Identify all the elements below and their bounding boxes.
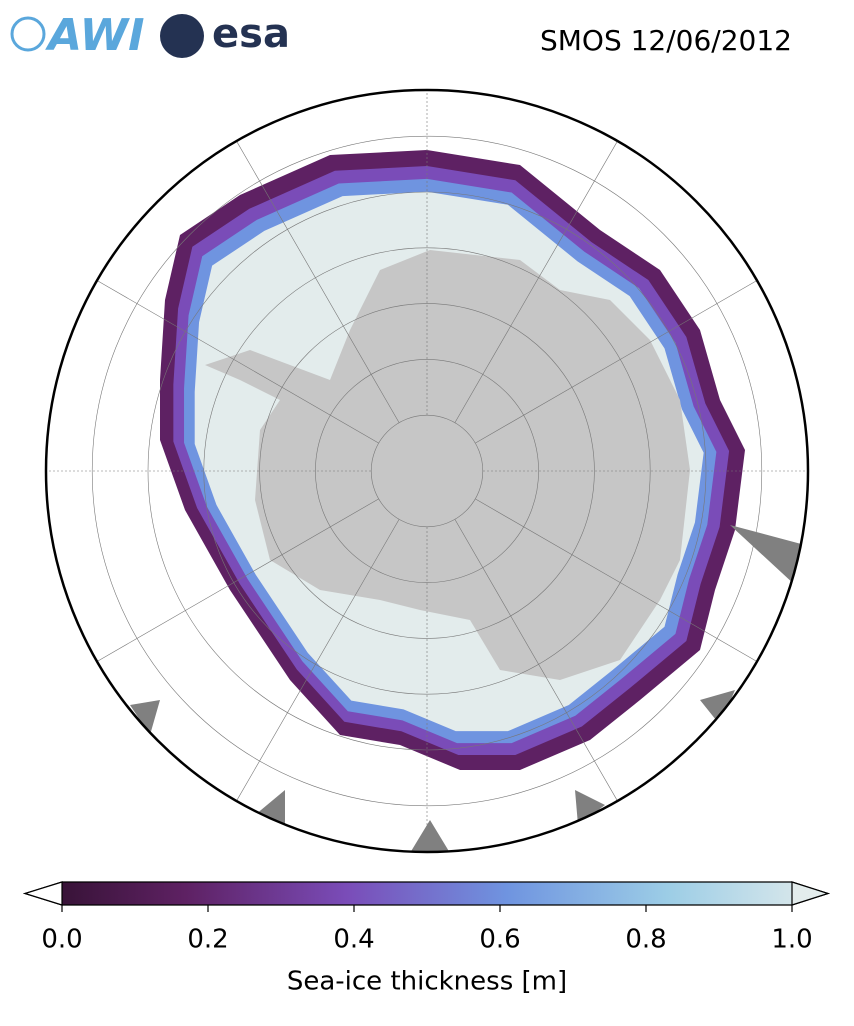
- map: [46, 90, 808, 852]
- meridian: [96, 280, 379, 444]
- colorbar-tick-label: 0.6: [479, 925, 520, 955]
- meridian: [475, 498, 758, 662]
- awi-logo: AWI: [45, 10, 145, 61]
- colorbar-tick-label: 0.0: [41, 925, 82, 955]
- esa-logo: esa: [212, 11, 290, 57]
- meridian: [96, 498, 379, 662]
- colorbar-label: Sea-ice thickness [m]: [287, 967, 567, 997]
- meridian: [454, 519, 618, 802]
- title: SMOS 12/06/2012: [540, 24, 792, 57]
- colorbar: [22, 881, 830, 906]
- antarctica: [205, 250, 690, 680]
- colorbar-extend-high: [791, 881, 830, 906]
- latitude-circle: [370, 414, 484, 528]
- latitude-circle: [259, 303, 595, 639]
- latitude-circle: [315, 359, 539, 583]
- latitude-circle: [91, 135, 763, 807]
- esa-logo-mark: [160, 14, 204, 58]
- colorbar-tick-label: 1.0: [771, 925, 812, 955]
- colorbar-extend-low: [22, 881, 63, 906]
- map-border: [44, 88, 810, 854]
- meridian: [454, 140, 618, 423]
- colorbar-body: [22, 881, 830, 906]
- colorbar-tick-label: 0.2: [187, 925, 228, 955]
- latitude-circle: [147, 191, 707, 751]
- colorbar-tick-label: 0.4: [333, 925, 374, 955]
- latitude-circle: [203, 247, 651, 695]
- graticule: [46, 90, 808, 852]
- meridian: [475, 280, 758, 444]
- meridian: [236, 140, 400, 423]
- awi-logo-mark: [10, 16, 46, 52]
- colorbar-tick-label: 0.8: [625, 925, 666, 955]
- meridian: [236, 519, 400, 802]
